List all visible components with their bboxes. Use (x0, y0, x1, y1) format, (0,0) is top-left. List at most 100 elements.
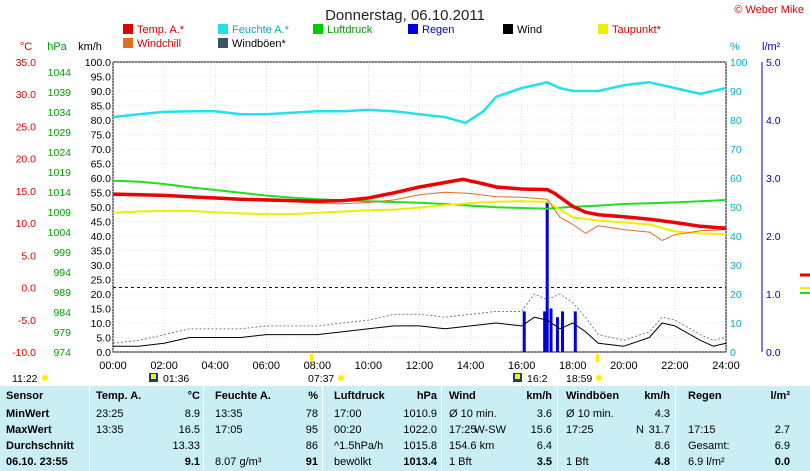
wind-axis-tick-label: 60.0 (91, 173, 112, 185)
wind-axis-tick-label: 20.0 (91, 289, 112, 301)
sun-icon (338, 375, 344, 381)
x-tick-label: 18:00 (559, 360, 587, 372)
time-marker-label: 18:59 (566, 373, 592, 385)
series-line-luftdruck (112, 179, 727, 210)
wind-unit-label: km/h (78, 41, 102, 53)
x-tick-label: 24:00 (712, 360, 740, 372)
table-cell-context: Ø 10 min. (566, 408, 614, 420)
temp-axis-tick-label: -5.0 (18, 315, 36, 327)
table-row-label: 06.10. 23:55 (6, 456, 68, 468)
table-header-label: Luftdruck (334, 390, 385, 402)
table-header-label: Temp. A. (96, 390, 142, 402)
temp-unit-label: °C (20, 41, 32, 53)
plot-area (112, 61, 727, 353)
table-cell-value: 3.5 (536, 456, 552, 468)
x-tick-label: 22:00 (661, 360, 689, 372)
stats-panel: Sensor Temp. A. °C Feuchte A.% Luftdruck hPa W… (0, 386, 810, 471)
table-cell-context: bewölkt (334, 456, 372, 468)
legend-label: Luftdruck (327, 24, 373, 36)
table-cell-value: 31.7 (648, 424, 670, 436)
rain-bar (561, 311, 565, 352)
press-axis-tick-label: 1034 (48, 107, 72, 119)
table-cell-context: 154.6 km (449, 440, 495, 452)
table-cell-context: 13:35 (215, 408, 243, 420)
wind-axis-tick-label: 100.0 (85, 57, 111, 69)
hum-axis-tick-label: 40 (730, 231, 742, 243)
table-cell-direction: W-SW (474, 424, 506, 436)
table-cell-value: 1013.4 (403, 456, 437, 468)
table-cell-context: 17:25 (449, 424, 477, 436)
x-tick-label: 06:00 (252, 360, 280, 372)
marker-tick (310, 354, 313, 362)
wind-axis-tick-label: 65.0 (91, 159, 112, 171)
time-marker-label: 16:2 (527, 373, 548, 385)
press-axis-tick-label: 1014 (48, 187, 72, 199)
hum-axis-tick-label: 100 (730, 57, 748, 69)
rain-axis-tick-label: 0.0 (766, 347, 781, 359)
wind-axis-tick-label: 25.0 (91, 275, 112, 287)
table-row-label: Durchschnitt (6, 440, 74, 452)
table-cell-context: 13:35 (96, 424, 124, 436)
press-axis-tick-label: 1009 (48, 207, 72, 219)
legend-swatch (598, 24, 608, 34)
table-cell-value: 8.9 (184, 408, 200, 420)
table-cell-context: 17:05 (215, 424, 243, 436)
table-cell-value: 1022.0 (403, 424, 437, 436)
table-header-unit: hPa (416, 390, 437, 402)
table-row-label: MaxWert (6, 424, 52, 436)
wind-axis-tick-label: 50.0 (91, 202, 112, 214)
temp-axis-tick-label: 20.0 (16, 154, 37, 166)
table-cell-value: 6.9 (774, 440, 790, 452)
table-header-unit: % (308, 390, 318, 402)
legend-label: Windchill (137, 38, 181, 50)
legend-swatch (123, 24, 133, 34)
hum-axis-tick-label: 30 (730, 260, 742, 272)
table-cell-value: 3.6 (536, 408, 552, 420)
table-cell-direction: N (636, 424, 644, 436)
chart-title: Donnerstag, 06.10.2011 (325, 7, 485, 24)
legend-swatch (218, 38, 228, 48)
table-header-unit: km/h (526, 390, 552, 402)
table-header-label: Wind (449, 390, 476, 402)
column-separator (322, 386, 323, 471)
wind-axis-tick-label: 90.0 (91, 86, 112, 98)
column-separator (557, 386, 558, 471)
series-line-taupunkt (112, 200, 727, 236)
press-axis-tick-label: 1024 (48, 147, 72, 159)
hum-unit-label: % (730, 41, 740, 53)
series-line-wind (113, 316, 727, 347)
table-cell-context: Ø 10 min. (449, 408, 497, 420)
wind-axis-tick-label: 40.0 (91, 231, 112, 243)
hum-axis-tick-label: 70 (730, 144, 742, 156)
hum-axis-tick-label: 10 (730, 318, 742, 330)
table-cell-context: 23:25 (96, 408, 124, 420)
x-tick-label: 16:00 (508, 360, 536, 372)
table-row-label: MinWert (6, 408, 50, 420)
temp-axis-tick-label: 15.0 (16, 186, 37, 198)
table-header-unit: km/h (644, 390, 670, 402)
legend-swatch (313, 24, 323, 34)
temp-axis-tick-label: 25.0 (16, 121, 37, 133)
press-axis-tick-label: 999 (53, 247, 71, 259)
legend-swatch (503, 24, 513, 34)
column-separator (203, 386, 204, 471)
weather-chart: Donnerstag, 06.10.2011 35.0 30.0 25.0 20.0 1… (12, 7, 810, 385)
press-axis-tick-label: 1039 (48, 87, 72, 99)
hum-axis-tick-label: 60 (730, 173, 742, 185)
press-axis-tick-label: 1004 (48, 227, 72, 239)
hum-axis-tick-label: 90 (730, 86, 742, 98)
temp-axis-tick-label: 35.0 (16, 57, 37, 69)
table-cell-value: 0.0 (774, 456, 790, 468)
wind-axis-tick-label: 30.0 (91, 260, 112, 272)
sun-icon (42, 375, 48, 381)
table-cell-value: 86 (305, 440, 318, 452)
wind-axis-tick-label: 55.0 (91, 188, 112, 200)
press-axis-tick-label: 984 (53, 307, 71, 319)
table-cell-value: 91 (305, 456, 318, 468)
wind-axis-tick-label: 15.0 (91, 304, 112, 316)
legend-label: Taupunkt* (612, 24, 662, 36)
legend-label: Regen (422, 24, 454, 36)
hum-axis-tick-label: 80 (730, 115, 742, 127)
table-cell-context: 1 Bft (449, 456, 472, 468)
table-cell-value: 6.4 (536, 440, 552, 452)
